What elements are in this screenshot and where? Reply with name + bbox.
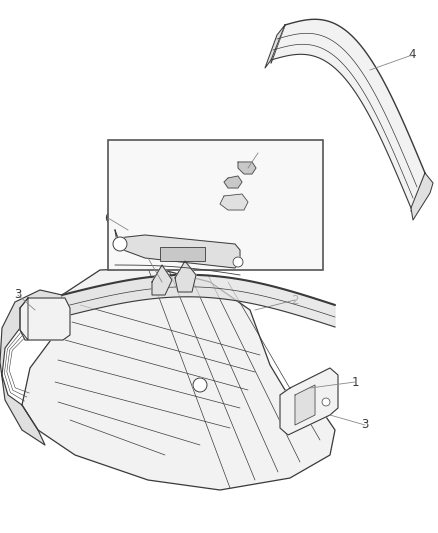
Polygon shape — [22, 268, 335, 490]
Text: 4: 4 — [408, 49, 416, 61]
Circle shape — [113, 237, 127, 251]
Polygon shape — [115, 230, 240, 268]
Text: 3: 3 — [14, 288, 22, 302]
Text: 2: 2 — [291, 294, 299, 306]
Circle shape — [233, 257, 243, 267]
Polygon shape — [152, 265, 172, 295]
Polygon shape — [20, 298, 28, 340]
Polygon shape — [220, 194, 248, 210]
Text: 6: 6 — [104, 212, 112, 224]
Circle shape — [322, 398, 330, 406]
Polygon shape — [295, 385, 315, 425]
Polygon shape — [271, 19, 425, 208]
Polygon shape — [238, 162, 256, 174]
Polygon shape — [0, 290, 62, 445]
Text: 5: 5 — [254, 147, 261, 159]
Bar — [108, 140, 323, 270]
Text: 1: 1 — [351, 376, 359, 389]
Polygon shape — [175, 261, 196, 292]
Bar — [160, 247, 205, 261]
Polygon shape — [411, 173, 433, 220]
Text: 3: 3 — [361, 418, 369, 432]
Polygon shape — [20, 298, 70, 340]
Circle shape — [193, 378, 207, 392]
Polygon shape — [62, 275, 335, 327]
Polygon shape — [280, 368, 338, 435]
Polygon shape — [265, 25, 285, 68]
Polygon shape — [224, 176, 242, 188]
Text: 7: 7 — [144, 252, 152, 264]
